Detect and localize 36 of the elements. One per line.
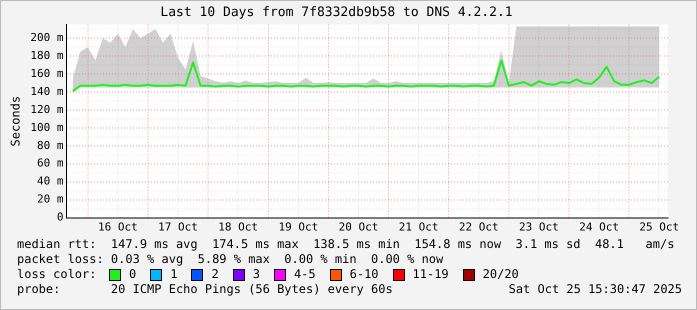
y-tick-label: 180 m (30, 48, 64, 62)
legend-label: 20/20 (482, 267, 519, 282)
x-tick-label: 16 Oct (98, 220, 138, 234)
y-tick-label: 40 m (37, 174, 64, 188)
x-tick-label: 20 Oct (338, 220, 378, 234)
y-tick-label: 60 m (37, 156, 64, 170)
text: probe: 20 ICMP Echo Pings (56 Bytes) every 60s (17, 282, 393, 297)
x-tick-label: 17 Oct (158, 220, 198, 234)
text: median rtt: 147.9 ms avg 174.5 ms max 138.5 ms min 154.8 ms now 3.1 ms sd 48.1 am/s (17, 237, 676, 252)
legend-label: 11-19 (412, 267, 449, 282)
x-tick-label: 19 Oct (278, 220, 318, 234)
x-tick-label: 23 Oct (519, 220, 559, 234)
text: Sat Oct 25 15:30:47 2025 (508, 282, 682, 297)
y-axis-title: Seconds (8, 96, 22, 146)
y-tick-label: 160 m (30, 66, 64, 80)
y-tick-label: 200 m (30, 30, 64, 44)
x-tick-label: 21 Oct (398, 220, 439, 234)
legend-label: 1 (170, 267, 178, 282)
legend-title: loss color: (17, 267, 98, 282)
y-tick-label: 140 m (30, 84, 64, 98)
y-tick-label: 80 m (37, 138, 64, 152)
y-tick-label: 100 m (30, 120, 64, 134)
x-tick-label: 25 Oct (639, 220, 680, 234)
text: packet loss: 0.03 % avg 5.89 % max 0.00 % min 0.00 % now (17, 252, 444, 267)
x-tick-label: 18 Oct (218, 220, 258, 234)
legend-label: 6-10 (350, 267, 379, 282)
legend-label: 4-5 (294, 267, 316, 282)
y-tick-label: 0 (56, 210, 64, 224)
legend-label: 3 (252, 267, 260, 282)
legend-label: 0 (129, 267, 136, 282)
legend-label: 2 (211, 267, 219, 282)
x-tick-label: 24 Oct (579, 220, 619, 234)
y-tick-label: 20 m (37, 192, 64, 206)
y-tick-label: 120 m (30, 102, 64, 116)
chart-title: Last 10 Days from 7f8332db9b58 to DNS 4.2.2.1 (160, 5, 513, 20)
x-tick-label: 22 Oct (458, 220, 499, 234)
